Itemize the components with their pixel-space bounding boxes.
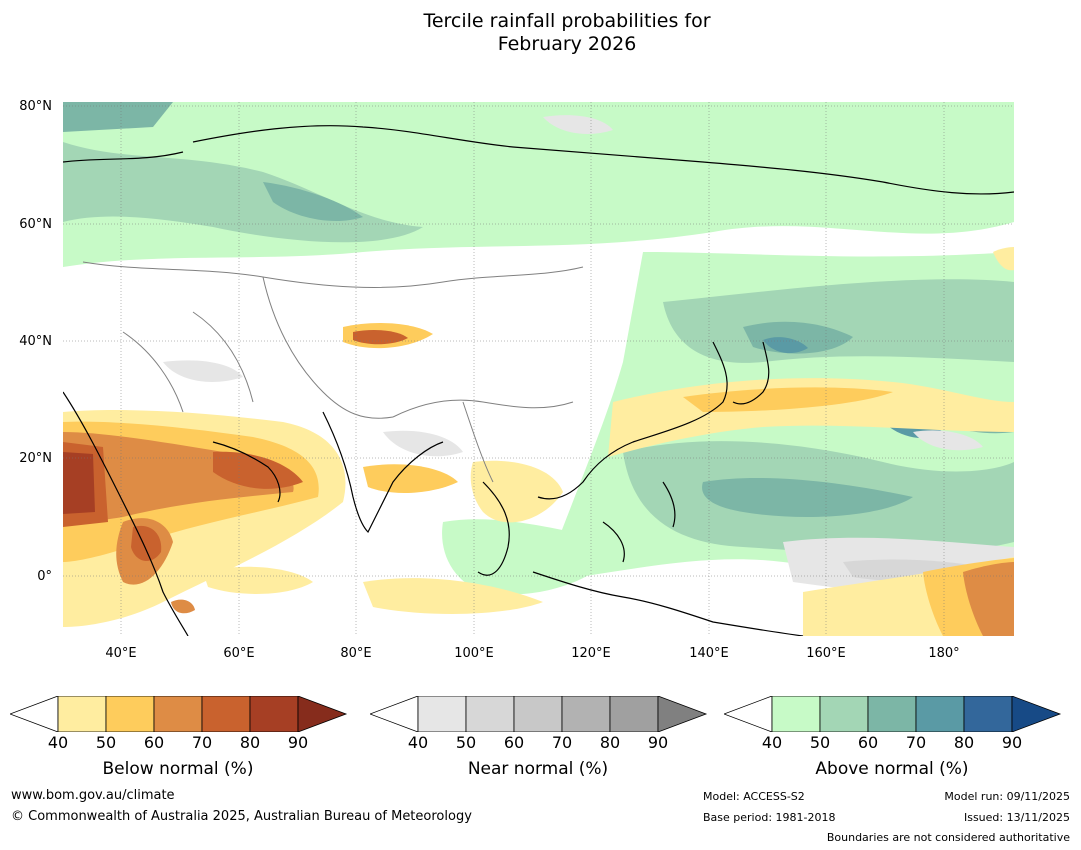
below-normal-shading	[63, 247, 1014, 636]
lat-label-0: 0°	[37, 569, 52, 584]
below-tick-80: 80	[239, 733, 261, 752]
shading-region	[163, 360, 243, 382]
lon-label-140e: 140°E	[689, 646, 729, 661]
shading-region	[683, 387, 893, 412]
below-colorbar-swatch-70	[201, 696, 251, 732]
below-tick-70: 70	[191, 733, 213, 752]
near-colorbar-min-extend	[370, 696, 419, 732]
model-run-date: Model run: 09/11/2025	[944, 790, 1070, 803]
above-colorbar-swatch-70	[915, 696, 965, 732]
near-tick-50: 50	[455, 733, 477, 752]
shading-region	[203, 566, 313, 594]
map-title-line1: Tercile rainfall probabilities for	[423, 10, 711, 32]
lon-label-100e: 100°E	[454, 646, 494, 661]
below-colorbar-title: Below normal (%)	[102, 759, 254, 779]
below-tick-60: 60	[143, 733, 165, 752]
near-tick-60: 60	[503, 733, 525, 752]
graticule	[63, 102, 1014, 636]
near-tick-80: 80	[599, 733, 621, 752]
below-tick-40: 40	[47, 733, 69, 752]
probability-map	[63, 102, 1014, 636]
lat-label-20n: 20°N	[19, 451, 52, 466]
shading-region	[543, 115, 613, 134]
shading-region	[702, 477, 913, 517]
issued-date: Issued: 13/11/2025	[963, 811, 1070, 824]
shading-region	[213, 451, 303, 489]
lon-label-180: 180°	[928, 646, 960, 661]
below-colorbar-max-extend	[297, 696, 348, 732]
above-colorbar-swatch-40	[771, 696, 821, 732]
lat-label-80n: 80°N	[19, 99, 52, 114]
above-tick-70: 70	[905, 733, 927, 752]
shading-region	[63, 102, 173, 132]
copyright-text: © Commonwealth of Australia 2025, Austra…	[11, 809, 472, 824]
below-tick-90: 90	[287, 733, 309, 752]
lat-label-40n: 40°N	[19, 334, 52, 349]
shading-region	[963, 562, 1014, 636]
near-tick-40: 40	[407, 733, 429, 752]
lon-label-40e: 40°E	[105, 646, 137, 661]
above-colorbar-max-extend	[1011, 696, 1062, 732]
below-colorbar-swatch-50	[105, 696, 155, 732]
website-link[interactable]: www.bom.gov.au/climate	[11, 788, 175, 803]
above-tick-90: 90	[1001, 733, 1023, 752]
above-tick-50: 50	[809, 733, 831, 752]
shading-region	[363, 578, 543, 614]
above-tick-80: 80	[953, 733, 975, 752]
shading-region	[63, 432, 294, 522]
shading-region	[63, 452, 95, 514]
below-tick-50: 50	[95, 733, 117, 752]
shading-region	[993, 247, 1014, 271]
near-tick-70: 70	[551, 733, 573, 752]
lon-label-80e: 80°E	[340, 646, 372, 661]
near-normal-colorbar	[370, 696, 708, 732]
below-colorbar-min-extend	[10, 696, 59, 732]
map-title-line2: February 2026	[497, 33, 637, 55]
near-colorbar-swatch-40	[417, 696, 467, 732]
below-normal-colorbar	[10, 696, 348, 732]
model-name: Model: ACCESS-S2	[703, 790, 805, 803]
above-colorbar-swatch-80	[963, 696, 1013, 732]
shading-region	[171, 599, 195, 614]
above-colorbar-swatch-60	[867, 696, 917, 732]
shading-region	[263, 182, 363, 222]
coastlines	[63, 125, 1014, 636]
below-colorbar-swatch-80	[249, 696, 299, 732]
map-title: Tercile rainfall probabilities for Febru…	[0, 10, 1081, 56]
shading-region	[383, 430, 463, 457]
near-colorbar-swatch-50	[465, 696, 515, 732]
above-colorbar-min-extend	[724, 696, 773, 732]
near-colorbar-title: Near normal (%)	[467, 759, 609, 779]
lon-label-120e: 120°E	[571, 646, 611, 661]
country-borders	[82, 261, 584, 483]
near-colorbar-swatch-70	[561, 696, 611, 732]
shading-region	[470, 460, 563, 523]
lon-label-60e: 60°E	[223, 646, 255, 661]
near-colorbar-swatch-80	[609, 696, 659, 732]
lat-label-60n: 60°N	[19, 217, 52, 232]
above-normal-shading	[63, 102, 1014, 595]
boundaries-disclaimer: Boundaries are not considered authoritat…	[826, 831, 1070, 844]
below-colorbar-swatch-40	[57, 696, 107, 732]
near-colorbar-swatch-60	[513, 696, 563, 732]
shading-region	[363, 464, 458, 494]
shading-region	[913, 430, 983, 451]
above-colorbar-title: Above normal (%)	[815, 759, 969, 779]
above-normal-colorbar	[724, 696, 1062, 732]
near-colorbar-max-extend	[657, 696, 708, 732]
above-tick-60: 60	[857, 733, 879, 752]
above-tick-40: 40	[761, 733, 783, 752]
shading-region	[353, 330, 408, 345]
below-colorbar-swatch-60	[153, 696, 203, 732]
above-colorbar-swatch-50	[819, 696, 869, 732]
base-period: Base period: 1981-2018	[703, 811, 836, 824]
near-tick-90: 90	[647, 733, 669, 752]
map-canvas	[63, 102, 1014, 636]
lon-label-160e: 160°E	[806, 646, 846, 661]
